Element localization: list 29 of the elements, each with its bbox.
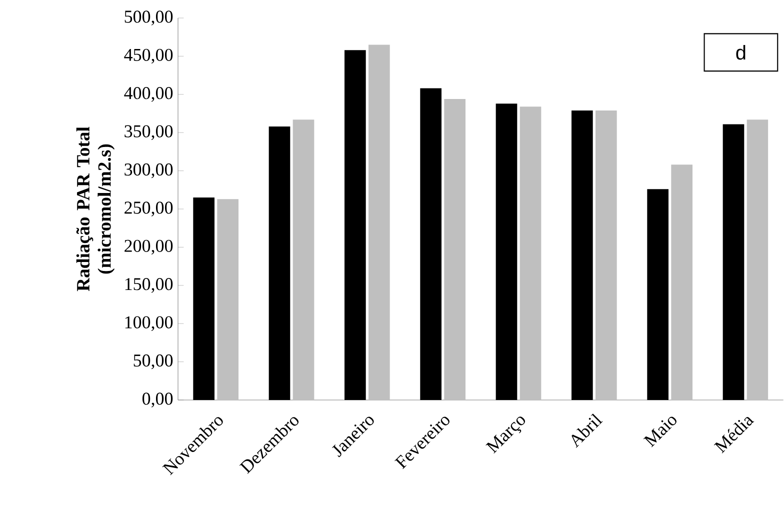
y-tick-label: 200,00 (124, 240, 173, 255)
y-tick-label: 450,00 (124, 48, 173, 64)
bar (596, 110, 617, 400)
y-tick-label: 300,00 (124, 163, 173, 178)
y-tick-label: 0,00 (142, 392, 173, 408)
bar (722, 124, 744, 400)
bar (520, 106, 542, 400)
y-tick-label: 100,00 (125, 316, 173, 331)
bar (572, 110, 593, 400)
bar (193, 198, 214, 400)
y-tick-label: 350,00 (124, 125, 173, 140)
bar (444, 98, 466, 400)
y-tick-label: 250,00 (124, 202, 173, 216)
bar (420, 88, 442, 400)
bar (368, 44, 390, 400)
bar (647, 189, 668, 400)
y-axis-title: Radiação PAR Total (micromol/m2.s) (76, 126, 115, 292)
bar (671, 164, 692, 400)
y-tick-label: 150,00 (125, 278, 173, 293)
bar (217, 199, 239, 400)
bar (344, 50, 366, 400)
y-tick-label: 50,00 (134, 354, 173, 370)
y-tick-label: 500,00 (124, 10, 173, 26)
bar (746, 120, 768, 400)
annotation: d (736, 45, 746, 60)
bar (268, 126, 290, 400)
bar (496, 104, 518, 400)
bar (292, 120, 314, 400)
y-tick-label: 400,00 (124, 87, 173, 102)
